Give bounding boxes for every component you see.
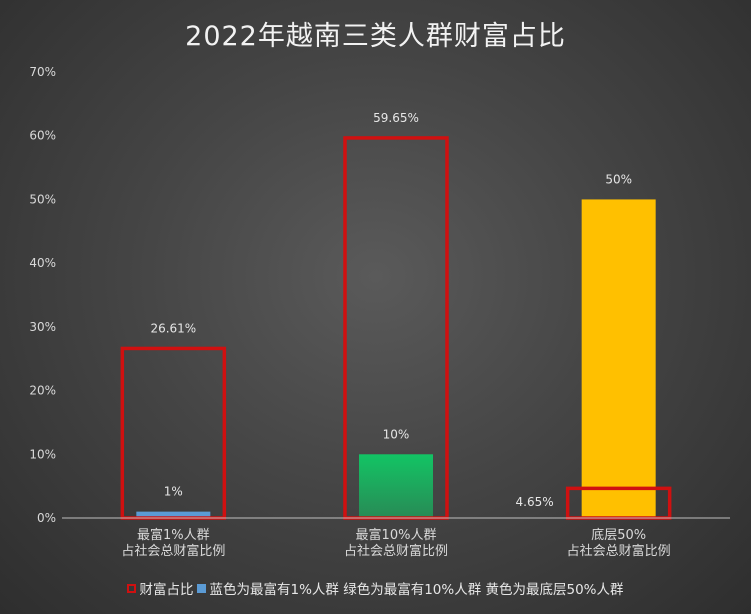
y-tick-label: 70% xyxy=(29,65,56,79)
y-tick-label: 40% xyxy=(29,256,56,270)
filled-bar xyxy=(581,199,656,518)
filled-bar xyxy=(359,454,433,518)
outline-bar-data-label: 26.61% xyxy=(150,321,196,335)
y-tick-label: 20% xyxy=(29,384,56,398)
filled-bar-data-label: 1% xyxy=(164,485,183,499)
legend-label-wealth-share: 财富占比 xyxy=(139,582,194,598)
y-tick-label: 0% xyxy=(37,511,56,525)
filled-bar-data-label: 10% xyxy=(383,427,410,441)
filled-bar-data-label: 50% xyxy=(605,172,632,186)
filled-bar xyxy=(136,511,211,518)
y-tick-label: 30% xyxy=(29,320,56,334)
x-category-label: 最富1%人群 xyxy=(137,527,210,543)
y-tick-label: 60% xyxy=(29,129,56,143)
x-category-label: 底层50% xyxy=(591,527,646,543)
x-category-label: 占社会总财富比例 xyxy=(121,543,225,559)
legend-swatch-fill xyxy=(197,583,207,593)
outline-bar-data-label: 4.65% xyxy=(516,495,554,509)
y-tick-label: 10% xyxy=(29,447,56,461)
outline-bar-data-label: 59.65% xyxy=(373,111,419,125)
x-category-label: 最富10%人群 xyxy=(356,527,437,543)
legend-item-wealth-share: 财富占比 xyxy=(127,578,193,598)
legend-swatch-outline xyxy=(127,583,137,593)
x-category-label: 占社会总财富比例 xyxy=(344,543,448,559)
y-tick-label: 50% xyxy=(29,192,56,206)
chart-title: 2022年越南三类人群财富占比 xyxy=(185,21,566,52)
legend: 财富占比 蓝色为最富有1%人群 绿色为最富有10%人群 黄色为最底层50%人群 xyxy=(0,578,751,598)
legend-label-groups: 蓝色为最富有1%人群 绿色为最富有10%人群 黄色为最底层50%人群 xyxy=(209,582,624,598)
x-category-label: 占社会总财富比例 xyxy=(567,543,671,559)
legend-item-groups: 蓝色为最富有1%人群 绿色为最富有10%人群 黄色为最底层50%人群 xyxy=(197,578,624,598)
